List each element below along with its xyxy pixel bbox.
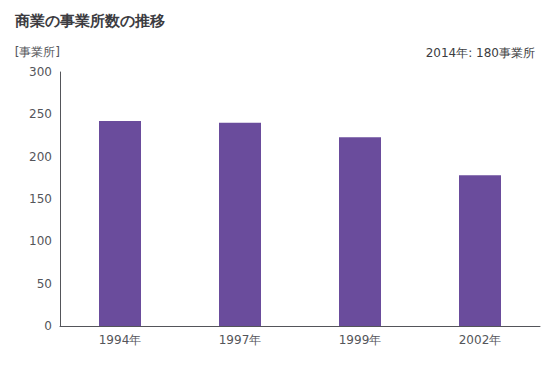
svg-text:300: 300 xyxy=(29,65,52,79)
svg-text:50: 50 xyxy=(37,277,52,291)
svg-text:1999年: 1999年 xyxy=(339,333,382,347)
svg-text:150: 150 xyxy=(29,192,52,206)
svg-text:[事業所]: [事業所] xyxy=(15,45,60,59)
svg-text:0: 0 xyxy=(44,319,52,333)
svg-text:1997年: 1997年 xyxy=(219,333,262,347)
svg-text:250: 250 xyxy=(29,107,52,121)
svg-text:100: 100 xyxy=(29,234,52,248)
svg-text:2014年: 180事業所: 2014年: 180事業所 xyxy=(426,46,535,60)
svg-text:200: 200 xyxy=(29,150,52,164)
svg-text:2002年: 2002年 xyxy=(459,333,502,347)
svg-text:1994年: 1994年 xyxy=(99,333,142,347)
svg-text:商業の事業所数の推移: 商業の事業所数の推移 xyxy=(14,12,165,30)
